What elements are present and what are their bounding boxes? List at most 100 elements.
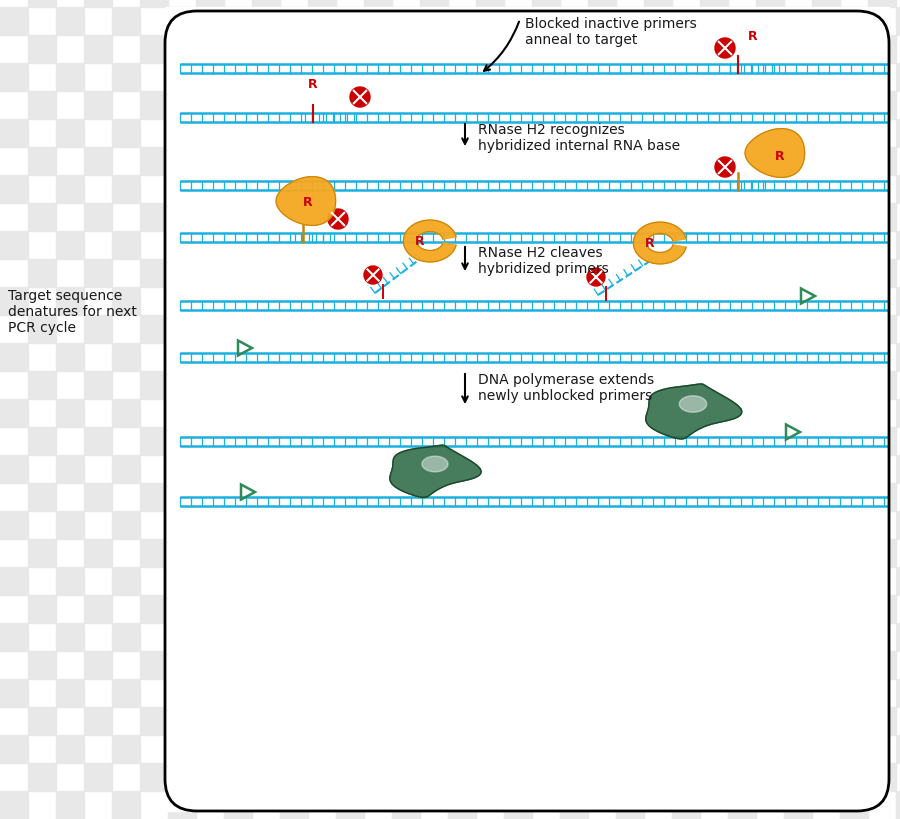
Bar bbox=[0, 511, 28, 540]
Bar bbox=[364, 0, 392, 8]
Bar bbox=[812, 92, 840, 120]
Bar bbox=[364, 372, 392, 400]
Bar bbox=[196, 260, 224, 287]
Bar bbox=[588, 36, 616, 64]
Text: Target sequence
denatures for next
PCR cycle: Target sequence denatures for next PCR c… bbox=[8, 288, 137, 335]
Bar bbox=[56, 568, 84, 595]
Bar bbox=[616, 679, 644, 707]
Bar bbox=[504, 568, 532, 595]
Bar bbox=[140, 315, 168, 344]
Bar bbox=[616, 735, 644, 763]
Bar bbox=[168, 176, 196, 204]
Bar bbox=[840, 64, 868, 92]
Bar bbox=[560, 623, 588, 651]
Bar bbox=[672, 64, 700, 92]
Bar bbox=[28, 595, 56, 623]
Bar bbox=[364, 651, 392, 679]
Bar bbox=[448, 176, 476, 204]
Text: R: R bbox=[303, 196, 312, 209]
Bar bbox=[896, 8, 900, 36]
Bar bbox=[700, 707, 728, 735]
Bar bbox=[112, 287, 140, 315]
Bar bbox=[252, 595, 280, 623]
Bar bbox=[504, 8, 532, 36]
Polygon shape bbox=[422, 457, 448, 473]
Polygon shape bbox=[634, 223, 686, 265]
Bar bbox=[616, 791, 644, 819]
Bar bbox=[364, 204, 392, 232]
Bar bbox=[532, 595, 560, 623]
Bar bbox=[56, 232, 84, 260]
Bar bbox=[0, 232, 28, 260]
Bar bbox=[588, 0, 616, 8]
Bar bbox=[420, 147, 448, 176]
Bar bbox=[84, 595, 112, 623]
Bar bbox=[616, 8, 644, 36]
Bar bbox=[280, 735, 308, 763]
Bar bbox=[112, 232, 140, 260]
Bar bbox=[896, 679, 900, 707]
Bar bbox=[784, 8, 812, 36]
Bar bbox=[728, 120, 756, 147]
Bar bbox=[756, 540, 784, 568]
Bar bbox=[28, 260, 56, 287]
Bar bbox=[140, 260, 168, 287]
Bar bbox=[756, 707, 784, 735]
Bar bbox=[280, 511, 308, 540]
Bar bbox=[560, 287, 588, 315]
Bar bbox=[504, 511, 532, 540]
Bar bbox=[756, 651, 784, 679]
Bar bbox=[812, 315, 840, 344]
Bar bbox=[756, 204, 784, 232]
Bar bbox=[784, 287, 812, 315]
Bar bbox=[868, 147, 896, 176]
Bar bbox=[868, 372, 896, 400]
Circle shape bbox=[715, 39, 735, 59]
Text: R: R bbox=[775, 150, 785, 163]
Bar bbox=[840, 511, 868, 540]
Bar bbox=[812, 147, 840, 176]
Bar bbox=[364, 483, 392, 511]
Bar bbox=[308, 595, 336, 623]
Bar bbox=[364, 260, 392, 287]
Bar bbox=[252, 204, 280, 232]
Bar bbox=[532, 483, 560, 511]
Bar bbox=[84, 483, 112, 511]
Bar bbox=[756, 428, 784, 455]
Bar bbox=[700, 763, 728, 791]
Bar bbox=[56, 455, 84, 483]
Bar bbox=[532, 651, 560, 679]
Bar bbox=[756, 147, 784, 176]
Bar bbox=[868, 428, 896, 455]
Bar bbox=[168, 455, 196, 483]
Bar bbox=[784, 232, 812, 260]
Bar bbox=[392, 120, 420, 147]
Bar bbox=[728, 176, 756, 204]
Bar bbox=[280, 287, 308, 315]
Bar bbox=[448, 8, 476, 36]
Bar bbox=[84, 372, 112, 400]
Text: R: R bbox=[415, 235, 425, 247]
Bar bbox=[28, 483, 56, 511]
Bar bbox=[448, 623, 476, 651]
Circle shape bbox=[328, 210, 348, 229]
Bar bbox=[224, 64, 252, 92]
Bar bbox=[0, 287, 28, 315]
Bar bbox=[0, 64, 28, 92]
Bar bbox=[336, 568, 364, 595]
Bar bbox=[28, 428, 56, 455]
Bar bbox=[84, 147, 112, 176]
Bar bbox=[56, 120, 84, 147]
Bar bbox=[252, 428, 280, 455]
Bar bbox=[392, 287, 420, 315]
Bar bbox=[112, 511, 140, 540]
Bar bbox=[896, 455, 900, 483]
Bar bbox=[476, 315, 504, 344]
Bar bbox=[392, 344, 420, 372]
Bar bbox=[896, 735, 900, 763]
Bar bbox=[840, 568, 868, 595]
Bar bbox=[812, 595, 840, 623]
Bar bbox=[56, 791, 84, 819]
Bar bbox=[84, 315, 112, 344]
Bar bbox=[560, 64, 588, 92]
